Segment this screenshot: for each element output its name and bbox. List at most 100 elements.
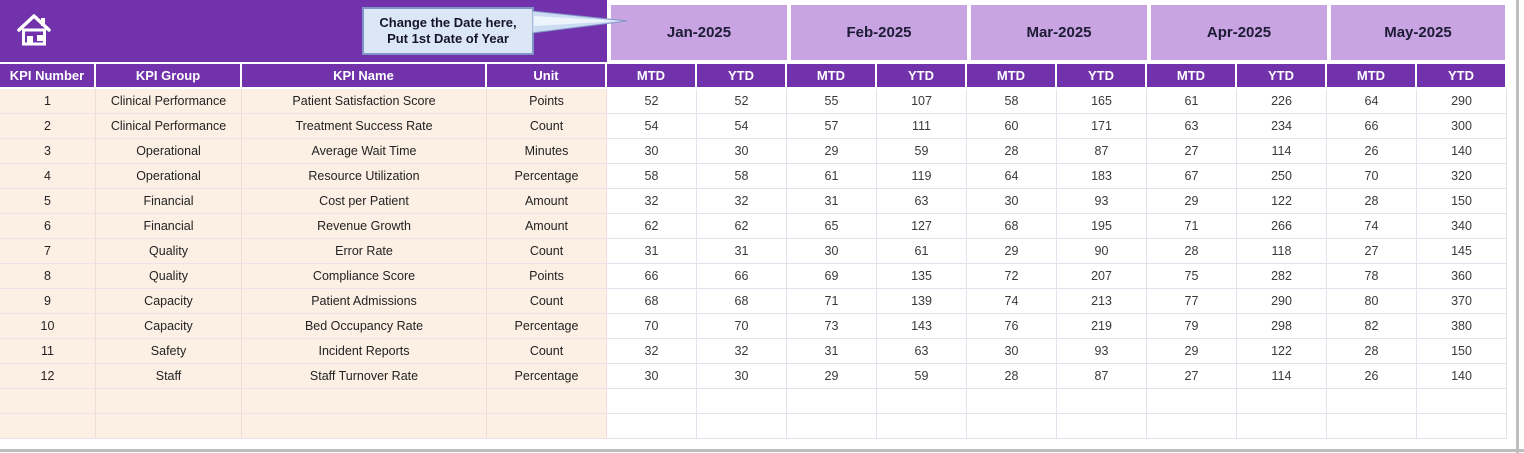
value-cell[interactable]: 32 <box>607 339 697 364</box>
kpi-number-cell[interactable]: 5 <box>0 189 96 214</box>
empty-value-cell[interactable] <box>607 389 697 414</box>
value-cell[interactable]: 30 <box>697 139 787 164</box>
value-cell[interactable]: 135 <box>877 264 967 289</box>
kpi-number-cell[interactable]: 10 <box>0 314 96 339</box>
kpi-unit-cell[interactable]: Count <box>487 114 607 139</box>
empty-value-cell[interactable] <box>1237 389 1327 414</box>
kpi-name-cell[interactable]: Patient Satisfaction Score <box>242 89 487 114</box>
empty-value-cell[interactable] <box>787 389 877 414</box>
value-cell[interactable]: 79 <box>1147 314 1237 339</box>
value-cell[interactable]: 62 <box>607 214 697 239</box>
value-cell[interactable]: 30 <box>607 364 697 389</box>
value-cell[interactable]: 87 <box>1057 139 1147 164</box>
month-header-cell[interactable]: May-2025 <box>1327 0 1507 62</box>
value-cell[interactable]: 30 <box>967 339 1057 364</box>
value-cell[interactable]: 140 <box>1417 139 1507 164</box>
value-cell[interactable]: 340 <box>1417 214 1507 239</box>
value-cell[interactable]: 57 <box>787 114 877 139</box>
value-cell[interactable]: 27 <box>1327 239 1417 264</box>
kpi-unit-cell[interactable]: Minutes <box>487 139 607 164</box>
month-header-cell[interactable]: Mar-2025 <box>967 0 1147 62</box>
empty-value-cell[interactable] <box>1147 414 1237 439</box>
value-cell[interactable]: 360 <box>1417 264 1507 289</box>
value-cell[interactable]: 29 <box>787 139 877 164</box>
kpi-group-cell[interactable]: Safety <box>96 339 242 364</box>
value-cell[interactable]: 69 <box>787 264 877 289</box>
kpi-unit-cell[interactable]: Percentage <box>487 164 607 189</box>
value-cell[interactable]: 59 <box>877 364 967 389</box>
value-cell[interactable]: 30 <box>967 189 1057 214</box>
value-cell[interactable]: 27 <box>1147 139 1237 164</box>
kpi-unit-cell[interactable]: Count <box>487 289 607 314</box>
kpi-number-cell[interactable]: 1 <box>0 89 96 114</box>
value-cell[interactable]: 87 <box>1057 364 1147 389</box>
empty-label-cell[interactable] <box>96 414 242 439</box>
empty-label-cell[interactable] <box>487 414 607 439</box>
empty-value-cell[interactable] <box>1327 414 1417 439</box>
value-cell[interactable]: 290 <box>1417 89 1507 114</box>
empty-value-cell[interactable] <box>1057 389 1147 414</box>
kpi-group-cell[interactable]: Capacity <box>96 289 242 314</box>
value-cell[interactable]: 63 <box>1147 114 1237 139</box>
kpi-unit-cell[interactable]: Percentage <box>487 314 607 339</box>
value-cell[interactable]: 139 <box>877 289 967 314</box>
empty-value-cell[interactable] <box>1237 414 1327 439</box>
value-cell[interactable]: 234 <box>1237 114 1327 139</box>
value-cell[interactable]: 28 <box>1327 189 1417 214</box>
kpi-number-cell[interactable]: 3 <box>0 139 96 164</box>
value-cell[interactable]: 320 <box>1417 164 1507 189</box>
value-cell[interactable]: 122 <box>1237 189 1327 214</box>
value-cell[interactable]: 58 <box>967 89 1057 114</box>
empty-value-cell[interactable] <box>787 414 877 439</box>
value-cell[interactable]: 76 <box>967 314 1057 339</box>
value-cell[interactable]: 26 <box>1327 364 1417 389</box>
value-cell[interactable]: 90 <box>1057 239 1147 264</box>
value-cell[interactable]: 59 <box>877 139 967 164</box>
kpi-name-cell[interactable]: Treatment Success Rate <box>242 114 487 139</box>
value-cell[interactable]: 68 <box>697 289 787 314</box>
value-cell[interactable]: 63 <box>877 339 967 364</box>
empty-value-cell[interactable] <box>1417 414 1507 439</box>
value-cell[interactable]: 114 <box>1237 364 1327 389</box>
value-cell[interactable]: 30 <box>697 364 787 389</box>
value-cell[interactable]: 250 <box>1237 164 1327 189</box>
value-cell[interactable]: 127 <box>877 214 967 239</box>
value-cell[interactable]: 29 <box>787 364 877 389</box>
kpi-unit-cell[interactable]: Amount <box>487 189 607 214</box>
value-cell[interactable]: 74 <box>967 289 1057 314</box>
value-cell[interactable]: 67 <box>1147 164 1237 189</box>
month-header-cell[interactable]: Apr-2025 <box>1147 0 1327 62</box>
kpi-group-cell[interactable]: Quality <box>96 264 242 289</box>
value-cell[interactable]: 282 <box>1237 264 1327 289</box>
kpi-number-cell[interactable]: 11 <box>0 339 96 364</box>
empty-label-cell[interactable] <box>242 414 487 439</box>
value-cell[interactable]: 66 <box>697 264 787 289</box>
value-cell[interactable]: 32 <box>697 189 787 214</box>
value-cell[interactable]: 27 <box>1147 364 1237 389</box>
empty-label-cell[interactable] <box>0 414 96 439</box>
value-cell[interactable]: 28 <box>1327 339 1417 364</box>
empty-value-cell[interactable] <box>877 414 967 439</box>
kpi-unit-cell[interactable]: Amount <box>487 214 607 239</box>
kpi-unit-cell[interactable]: Percentage <box>487 364 607 389</box>
value-cell[interactable]: 68 <box>607 289 697 314</box>
value-cell[interactable]: 122 <box>1237 339 1327 364</box>
empty-value-cell[interactable] <box>1057 414 1147 439</box>
empty-value-cell[interactable] <box>607 414 697 439</box>
empty-value-cell[interactable] <box>967 414 1057 439</box>
value-cell[interactable]: 266 <box>1237 214 1327 239</box>
value-cell[interactable]: 93 <box>1057 339 1147 364</box>
kpi-number-cell[interactable]: 4 <box>0 164 96 189</box>
value-cell[interactable]: 195 <box>1057 214 1147 239</box>
value-cell[interactable]: 370 <box>1417 289 1507 314</box>
value-cell[interactable]: 58 <box>607 164 697 189</box>
value-cell[interactable]: 31 <box>787 339 877 364</box>
kpi-name-cell[interactable]: Revenue Growth <box>242 214 487 239</box>
value-cell[interactable]: 111 <box>877 114 967 139</box>
value-cell[interactable]: 226 <box>1237 89 1327 114</box>
value-cell[interactable]: 61 <box>1147 89 1237 114</box>
empty-label-cell[interactable] <box>96 389 242 414</box>
value-cell[interactable]: 93 <box>1057 189 1147 214</box>
value-cell[interactable]: 73 <box>787 314 877 339</box>
value-cell[interactable]: 28 <box>967 139 1057 164</box>
